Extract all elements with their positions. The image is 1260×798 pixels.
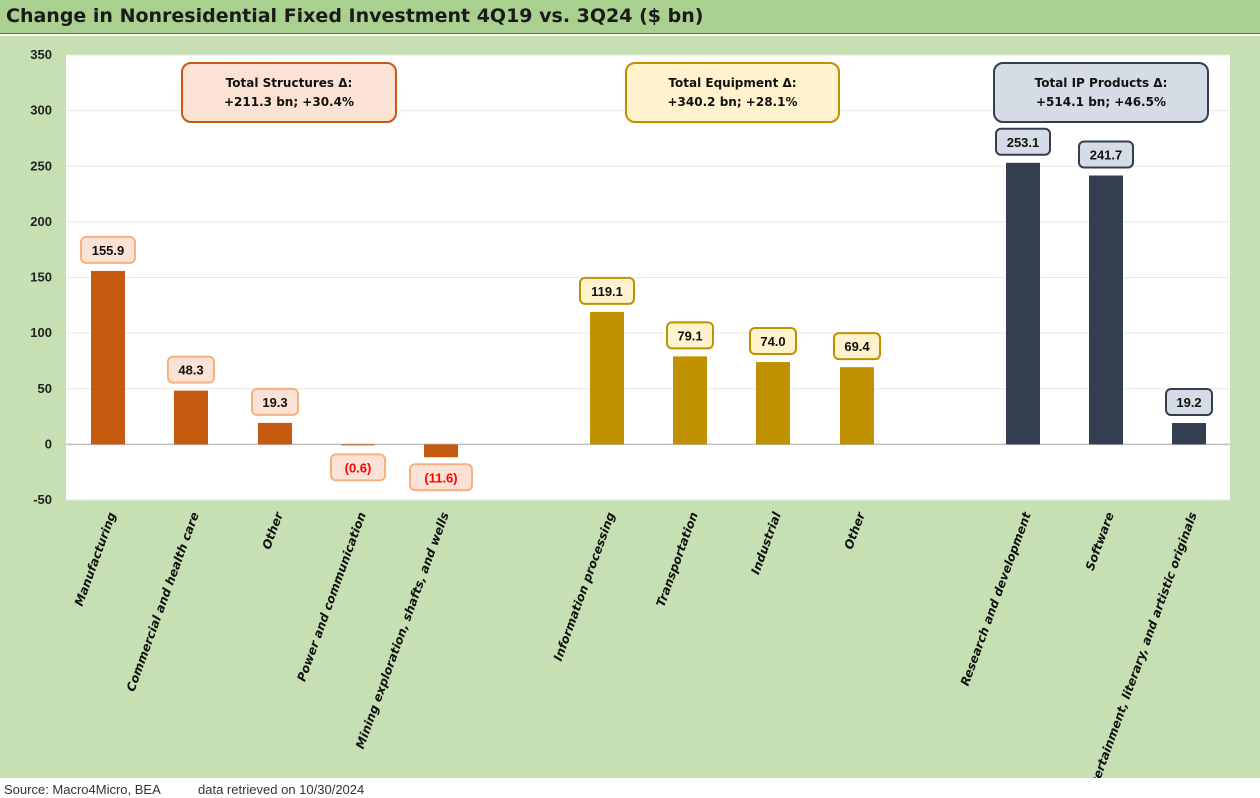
bar <box>258 422 292 445</box>
x-category-label: Transportation <box>654 510 701 609</box>
bar <box>840 367 874 445</box>
y-tick-label: 250 <box>30 158 52 173</box>
data-label: 253.1 <box>1007 135 1040 150</box>
retrieval-date-note: data retrieved on 10/30/2024 <box>198 782 365 797</box>
y-tick-label: 200 <box>30 214 52 229</box>
title-bar: Change in Nonresidential Fixed Investmen… <box>0 0 1260 34</box>
x-category-label: Information processing <box>551 510 618 663</box>
x-category-label: Mining exploration, shafts, and wells <box>353 510 452 751</box>
data-label: 69.4 <box>844 339 870 354</box>
x-category-label: Other <box>259 509 286 551</box>
data-label-box <box>833 332 881 361</box>
bar <box>673 356 707 445</box>
annotation-heading: Total IP Products Δ: <box>1035 76 1168 90</box>
y-tick-label: 300 <box>30 103 52 118</box>
x-category-label: Other <box>841 509 868 551</box>
chart-title: Change in Nonresidential Fixed Investmen… <box>6 5 704 27</box>
bar <box>174 390 208 445</box>
data-label: 119.1 <box>591 284 623 299</box>
bar <box>341 444 375 446</box>
bar <box>1172 423 1206 445</box>
data-label: 155.9 <box>92 243 125 258</box>
bar <box>590 311 624 445</box>
bar <box>756 362 790 445</box>
data-label-box <box>666 321 714 350</box>
data-label-box <box>995 127 1051 156</box>
data-label-box <box>409 463 473 492</box>
data-label-box <box>330 453 386 482</box>
y-tick-label: 100 <box>30 325 52 340</box>
data-label: (0.6) <box>345 460 372 475</box>
x-category-label: Research and development <box>958 509 1034 688</box>
annotation-box <box>625 62 840 123</box>
annotation-heading: Total Structures Δ: <box>226 76 353 90</box>
footer: Source: Macro4Micro, BEA data retrieved … <box>0 778 1260 798</box>
y-tick-label: 50 <box>38 381 52 396</box>
y-tick-label: 150 <box>30 270 52 285</box>
data-label-box <box>1165 388 1213 417</box>
data-label: 74.0 <box>760 334 785 349</box>
x-category-label: Commercial and health care <box>124 510 202 693</box>
annotation-box <box>993 62 1209 123</box>
data-label-box <box>749 327 797 356</box>
y-tick-label: -50 <box>33 492 52 507</box>
x-category-label: Software <box>1083 510 1117 572</box>
data-label: 79.1 <box>677 328 702 343</box>
data-label: 19.2 <box>1176 395 1201 410</box>
x-category-label: Manufacturing <box>72 510 119 608</box>
data-label-box <box>1078 140 1134 169</box>
data-label: (11.6) <box>424 470 457 485</box>
source-note: Source: Macro4Micro, BEA <box>4 782 161 797</box>
data-label: 241.7 <box>1090 147 1123 162</box>
data-label: 19.3 <box>262 395 287 410</box>
bar <box>91 270 125 445</box>
data-label-box <box>251 387 299 416</box>
annotation-value: +514.1 bn; +46.5% <box>1036 95 1166 109</box>
annotation-heading: Total Equipment Δ: <box>668 76 796 90</box>
data-label: 48.3 <box>178 363 203 378</box>
bar <box>424 444 458 458</box>
data-label-box <box>167 355 215 384</box>
annotation-value: +340.2 bn; +28.1% <box>668 95 798 109</box>
data-label-box <box>80 235 136 264</box>
bar <box>1006 162 1040 445</box>
bar <box>1089 175 1123 445</box>
annotation-value: +211.3 bn; +30.4% <box>224 95 354 109</box>
data-label-box <box>579 276 635 305</box>
y-tick-label: 0 <box>45 436 52 451</box>
annotation-box <box>181 62 397 123</box>
y-tick-label: 350 <box>30 47 52 62</box>
x-category-label: Industrial <box>748 509 784 576</box>
x-category-label: Power and communication <box>294 510 368 683</box>
